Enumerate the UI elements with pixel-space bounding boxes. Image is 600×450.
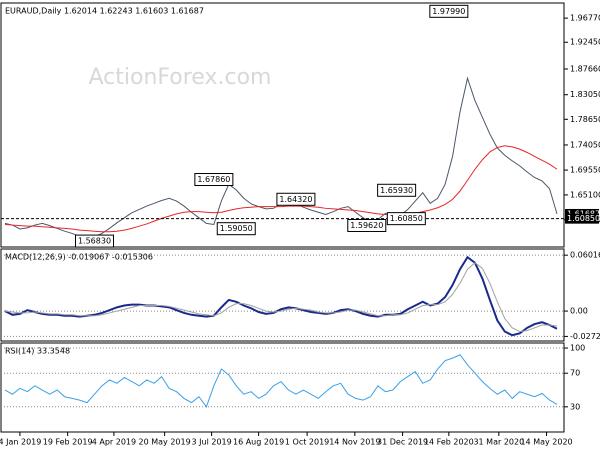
panel-title: RSI(14) 33.3548 — [5, 347, 70, 356]
y-tick-label: 1.74050 — [570, 140, 600, 149]
y-tick-label: 1.96770 — [570, 14, 600, 23]
x-tick-label: 31 Mar 2020 — [473, 438, 524, 447]
panel-frame — [0, 248, 565, 342]
x-tick-label: 4 Apr 2019 — [92, 438, 136, 447]
y-tick-label: 1.69550 — [570, 166, 600, 175]
panel-title: MACD(12,26,9) -0.019067 -0.015306 — [5, 253, 153, 262]
x-tick-label: 20 May 2019 — [139, 438, 191, 447]
panel-frame — [0, 342, 565, 433]
annotation-label: 1.59050 — [220, 224, 253, 233]
annotation-box — [386, 212, 426, 226]
x-tick-label: 14 May 2020 — [520, 438, 572, 447]
annotation-box — [347, 219, 387, 233]
watermark: ActionForex.com — [89, 65, 272, 90]
series-line — [4, 354, 558, 408]
annotation-label: 1.67860 — [197, 175, 230, 184]
annotation-box — [276, 192, 316, 206]
x-tick-label: 14 Nov 2019 — [329, 438, 380, 447]
annotation-box — [75, 234, 115, 248]
annotation-label: 1.65930 — [380, 186, 413, 195]
x-tick-label: 3 Jul 2019 — [192, 438, 232, 447]
y-tick-label: 100 — [570, 344, 585, 353]
y-tick-label: 1.87660 — [570, 64, 600, 73]
annotation-box — [194, 173, 234, 187]
panel-title: EURAUD,Daily 1.62014 1.62243 1.61603 1.6… — [5, 7, 204, 16]
x-tick-label: 19 Feb 2019 — [43, 438, 93, 447]
annotation-label: 1.97990 — [432, 7, 465, 16]
x-tick-label: 31 Dec 2019 — [377, 438, 428, 447]
annotation-label: 1.60850 — [390, 214, 423, 223]
x-tick-label: 14 Feb 2020 — [424, 438, 474, 447]
y-tick-label: 1.83050 — [570, 90, 600, 99]
annotation-box — [216, 222, 256, 236]
x-tick-label: 1 Oct 2019 — [285, 438, 329, 447]
annotation-label: 1.56830 — [78, 237, 111, 246]
annotation-label: 1.59620 — [350, 221, 383, 230]
panel-frame — [0, 2, 565, 248]
y-tick-label: 0.060165 — [570, 251, 600, 260]
series-line — [4, 255, 558, 337]
x-tick-label: 4 Jan 2019 — [0, 438, 41, 447]
annotation-box — [429, 4, 469, 18]
series-line — [4, 145, 558, 233]
y-tick-label: 70 — [570, 369, 580, 378]
x-tick-label: 16 Aug 2019 — [233, 438, 284, 447]
annotation-box — [377, 183, 417, 197]
y-tick-label: 1.92450 — [570, 38, 600, 47]
y-tick-label: -0.02725 — [570, 332, 600, 341]
y-tick-label: 1.65100 — [570, 190, 600, 199]
y-tick-label: 1.78650 — [570, 115, 600, 124]
price-label: 1.60850 — [567, 214, 600, 223]
price-box — [565, 213, 599, 224]
y-tick-label: 0.00 — [570, 307, 588, 316]
annotation-label: 1.64320 — [279, 195, 312, 204]
series-line — [4, 262, 558, 333]
y-tick-label: 30 — [570, 402, 580, 411]
